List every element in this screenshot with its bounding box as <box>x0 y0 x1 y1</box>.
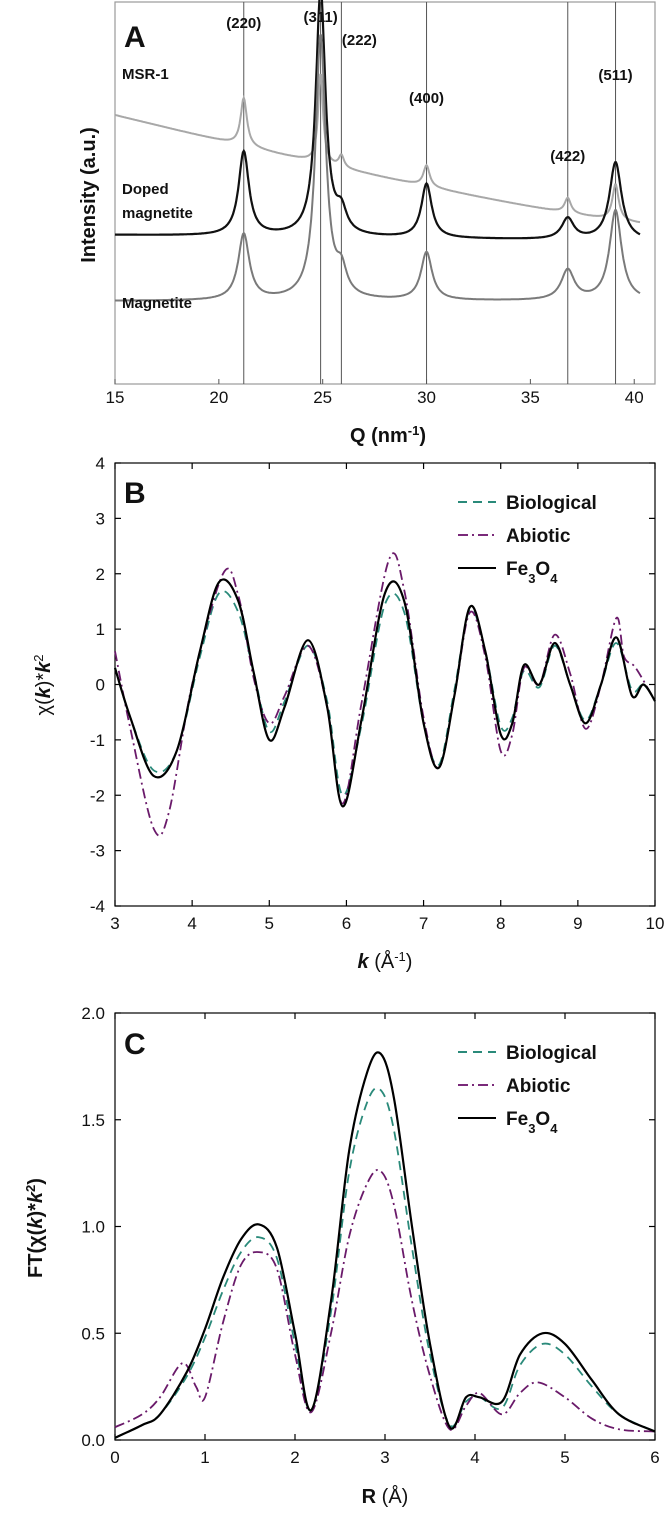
legend-label: Abiotic <box>506 1076 571 1097</box>
x-tick-label: 4 <box>187 914 196 933</box>
panel-c-y-axis-title: FT(χ(k)*k2) <box>23 1178 48 1278</box>
reflection-label: (400) <box>409 90 444 107</box>
x-tick-label: 8 <box>496 914 505 933</box>
x-tick-label: 5 <box>265 914 274 933</box>
x-tick-label: 5 <box>560 1448 569 1467</box>
series-label: magnetite <box>122 205 193 222</box>
y-tick-label: -1 <box>90 731 105 750</box>
x-tick-label: 6 <box>650 1448 659 1467</box>
y-tick-label: 1.0 <box>81 1218 105 1237</box>
panel-b-y-axis-title: χ(k)*k2 <box>31 654 56 715</box>
series-label: MSR-1 <box>122 66 169 83</box>
series-line-biological <box>114 1087 656 1439</box>
x-tick-label: 1 <box>200 1448 209 1467</box>
series-line-msr-1 <box>114 73 641 224</box>
x-tick-label: 6 <box>342 914 351 933</box>
y-tick-label: 1 <box>96 620 105 639</box>
series-line-abiotic <box>114 1169 656 1433</box>
panel-a-frame <box>114 1 656 385</box>
x-tick-label: 0 <box>110 1448 119 1467</box>
x-tick-label: 3 <box>110 914 119 933</box>
legend-label: Fe3O4 <box>506 1109 558 1136</box>
legend-label: Abiotic <box>506 526 571 547</box>
y-tick-label: 2.0 <box>81 1004 105 1023</box>
reflection-label: (220) <box>226 15 261 32</box>
series-line-magnetite <box>115 34 641 302</box>
panel-a-x-axis-title: Q (nm-1) <box>350 423 426 448</box>
series-line-abiotic <box>114 552 656 837</box>
panel-c-x-axis-title: R (Å) <box>362 1485 409 1508</box>
x-tick-label: 40 <box>625 388 644 407</box>
panel-b-frame <box>114 462 656 907</box>
x-tick-label: 10 <box>646 914 665 933</box>
x-tick-label: 2 <box>290 1448 299 1467</box>
reflection-label: (511) <box>598 67 632 84</box>
x-tick-label: 3 <box>380 1448 389 1467</box>
y-tick-label: 0.5 <box>81 1324 105 1343</box>
series-label: Doped <box>122 181 169 198</box>
panel-c: C 0 1 2 3 4 5 6 0.0 0.5 1.0 1.5 2.0 Biological Abiot… <box>23 1004 660 1508</box>
x-tick-label: 15 <box>106 388 125 407</box>
y-tick-label: 3 <box>96 509 105 528</box>
panel-a-letter: A <box>124 21 146 54</box>
panel-c-frame <box>114 1012 656 1441</box>
y-tick-label: 0 <box>96 676 105 695</box>
reflection-label: (311) <box>304 9 338 26</box>
y-tick-label: -4 <box>90 897 105 916</box>
legend-label: Biological <box>506 493 597 514</box>
series-line-fe3o4 <box>114 1051 656 1439</box>
x-tick-label: 20 <box>209 388 228 407</box>
panel-b-letter: B <box>124 477 146 510</box>
series-line-doped-magnetite <box>114 0 641 240</box>
x-tick-label: 30 <box>417 388 436 407</box>
x-tick-label: 9 <box>573 914 582 933</box>
x-tick-label: 25 <box>313 388 332 407</box>
reflection-label: (222) <box>342 32 377 49</box>
y-tick-label: 4 <box>96 454 105 473</box>
panel-b: B 3 4 5 6 7 8 9 10 -4 -3 -2 -1 0 1 2 3 4 Biological Abiot… <box>31 454 665 973</box>
panel-a-y-axis-title: Intensity (a.u.) <box>78 127 100 263</box>
series-line-fe3o4 <box>113 578 656 808</box>
series-label: Magnetite <box>122 295 192 312</box>
y-tick-label: 0.0 <box>81 1431 105 1450</box>
legend-label: Fe3O4 <box>506 559 558 586</box>
panel-b-x-axis-title: k (Å-1) <box>358 949 413 974</box>
panel-a: A (220) (311)(222) (400) (422) (511) MSR-1 Do… <box>78 0 656 448</box>
x-tick-label: 35 <box>521 388 540 407</box>
y-tick-label: 2 <box>96 565 105 584</box>
y-tick-label: -3 <box>90 842 105 861</box>
panel-c-letter: C <box>124 1028 146 1061</box>
legend-label: Biological <box>506 1043 597 1064</box>
x-tick-label: 7 <box>419 914 428 933</box>
y-tick-label: -2 <box>90 786 105 805</box>
y-tick-label: 1.5 <box>81 1111 105 1130</box>
x-tick-label: 4 <box>470 1448 479 1467</box>
reflection-label: (422) <box>550 148 585 165</box>
